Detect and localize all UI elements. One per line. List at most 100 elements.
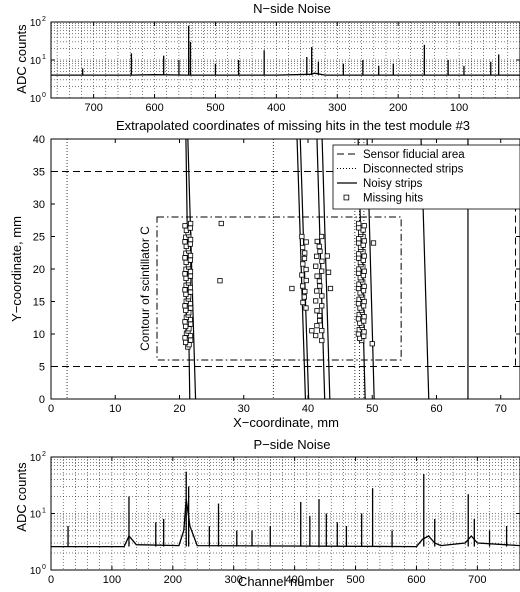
missing-hit-marker xyxy=(187,252,194,259)
missing-hit-marker xyxy=(301,294,307,300)
missing-hit-marker xyxy=(325,269,332,275)
y-tick-label: 10 xyxy=(30,566,42,577)
missing-hit-marker xyxy=(303,266,309,273)
missing-hit-marker xyxy=(183,323,189,330)
missing-hit-marker xyxy=(183,339,189,346)
y-tick-label: 30 xyxy=(33,199,45,211)
x-tick-label: 600 xyxy=(145,102,163,114)
missing-hit-marker xyxy=(317,248,323,254)
x-tick-label: 200 xyxy=(164,574,182,586)
missing-hit-marker xyxy=(324,253,330,259)
y-tick-label: 10 xyxy=(30,18,42,29)
n-side-grid xyxy=(51,22,520,98)
missing-hit-marker xyxy=(187,273,194,279)
legend-entry: Sensor fiducial area xyxy=(363,149,465,161)
missing-hit-marker xyxy=(360,257,366,263)
y-tick-label: 40 xyxy=(33,134,45,146)
y-tick-exponent: 1 xyxy=(42,508,46,515)
missing-hit-marker xyxy=(356,220,362,227)
missing-hit-marker xyxy=(361,329,367,335)
missing-hit-marker xyxy=(327,285,334,292)
missing-hit-marker xyxy=(355,285,362,292)
noisy-strip xyxy=(321,139,331,399)
missing-hit-marker xyxy=(217,278,223,284)
noise-baseline xyxy=(51,72,520,76)
p-side-title: P−side Noise xyxy=(254,437,331,452)
missing-hit-marker xyxy=(319,258,325,264)
y-tick-label: 15 xyxy=(33,297,45,309)
x-tick-label: 700 xyxy=(84,102,102,114)
x-tick-label: 30 xyxy=(238,403,250,415)
x-tick-label: 10 xyxy=(109,403,121,415)
missing-hit-marker xyxy=(361,283,367,289)
x-tick-label: 40 xyxy=(302,403,314,415)
missing-hit-marker xyxy=(188,337,194,343)
x-tick-label: 0 xyxy=(48,574,54,586)
missing-hit-marker xyxy=(314,273,320,279)
missing-hit-marker xyxy=(303,239,309,245)
scatter-axes: 0 10 20 30 40 50 60 70 0 5 10 15 20 25 30 35 40 xyxy=(33,134,520,415)
legend-entry: Noisy strips xyxy=(363,178,423,190)
missing-hit-marker xyxy=(361,238,367,244)
x-tick-label: 20 xyxy=(173,403,185,415)
missing-hit-marker xyxy=(361,253,367,259)
missing-hit-marker xyxy=(301,255,308,262)
missing-hit-marker xyxy=(360,227,366,233)
y-tick-exponent: 0 xyxy=(42,564,46,571)
legend-entry: Disconnected strips xyxy=(363,164,464,176)
missing-hit-marker xyxy=(319,327,325,334)
n-side-noise-line xyxy=(51,25,520,76)
legend-marker-missing-hits xyxy=(343,194,350,201)
n-side-title: N−side Noise xyxy=(253,1,331,16)
missing-hit-marker xyxy=(187,268,194,275)
missing-hit-marker xyxy=(313,332,319,339)
n-side-noise-panel: N−side Noise ADC counts 700 600 500 400 300 2… xyxy=(14,1,520,114)
missing-hit-marker xyxy=(361,268,367,274)
missing-hit-marker xyxy=(316,278,323,284)
missing-hit-marker xyxy=(182,271,188,277)
missing-hit-marker xyxy=(369,341,375,347)
missing-hit-marker xyxy=(182,223,188,229)
missing-hit-marker xyxy=(361,333,367,339)
missing-hit-marker xyxy=(300,244,306,251)
legend-box xyxy=(332,144,520,210)
missing-hit-marker xyxy=(314,308,320,314)
missing-hit-marker xyxy=(187,241,193,247)
y-tick-label: 10 xyxy=(30,94,42,105)
x-tick-label: 400 xyxy=(285,574,303,586)
missing-hit-marker xyxy=(299,272,305,278)
missing-hit-marker xyxy=(183,259,189,265)
missing-hit-marker xyxy=(314,238,320,245)
x-tick-label: 200 xyxy=(389,102,407,114)
scatter-plot-area xyxy=(51,139,520,399)
y-tick-label: 0 xyxy=(39,394,45,406)
missing-hit-marker xyxy=(317,318,323,324)
y-tick-label: 25 xyxy=(33,232,45,244)
missing-hit-marker xyxy=(182,303,188,309)
x-tick-label: 600 xyxy=(407,574,425,586)
missing-hit-marker xyxy=(361,298,367,305)
n-side-ylabel: ADC counts xyxy=(14,24,29,94)
missing-hit-marker xyxy=(356,255,362,261)
x-tick-label: 0 xyxy=(48,403,54,415)
missing-hit-marker xyxy=(355,270,362,276)
missing-hit-marker xyxy=(318,233,325,240)
missing-hit-marker xyxy=(314,288,320,294)
scintillator-contour xyxy=(156,216,402,361)
missing-hit-marker xyxy=(300,261,306,267)
missing-hit-marker xyxy=(319,293,325,299)
x-tick-label: 700 xyxy=(468,574,486,586)
missing-hit-marker xyxy=(187,236,194,243)
y-tick-label: 10 xyxy=(33,329,45,341)
missing-hit-marker xyxy=(187,225,193,231)
missing-hit-marker xyxy=(314,323,320,329)
missing-hit-marker xyxy=(303,305,309,311)
noisy-strip xyxy=(296,139,307,399)
legend-entry: Missing hits xyxy=(363,193,423,205)
missing-hit-marker xyxy=(183,307,189,314)
missing-hit-marker xyxy=(188,220,194,227)
x-tick-label: 400 xyxy=(267,102,285,114)
p-side-xlabel: Channel number xyxy=(238,574,335,589)
missing-hit-marker xyxy=(360,272,367,279)
missing-hit-marker xyxy=(188,321,194,327)
